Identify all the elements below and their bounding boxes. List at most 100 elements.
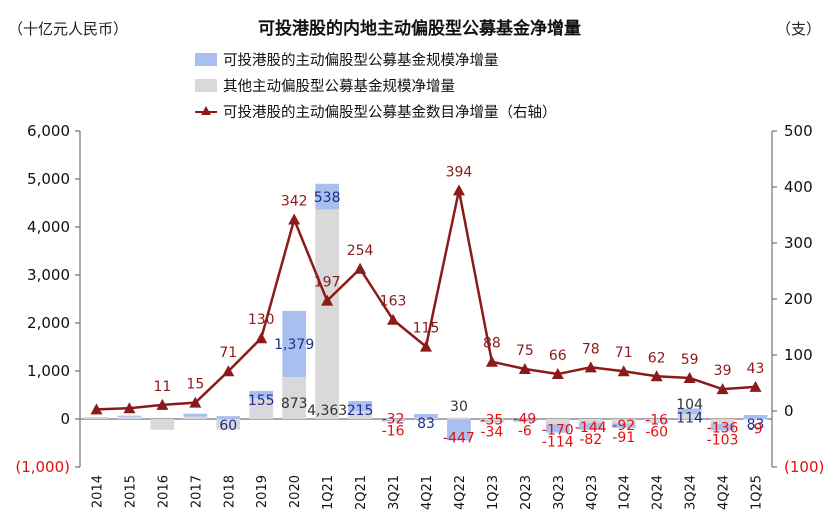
right-axis-tick-label: 100 [784, 346, 813, 364]
count-line-marker [387, 313, 400, 325]
right-axis-tick-label: 500 [784, 122, 813, 140]
count-line-label: 39 [714, 363, 732, 379]
bar-hk [677, 408, 702, 415]
count-line-label: 163 [380, 294, 407, 310]
bar-hk-label: -447 [443, 430, 475, 446]
legend-label: 其他主动偏股型公募基金规模净增量 [223, 78, 455, 95]
bar-hk [249, 390, 274, 399]
bar-other [381, 419, 405, 420]
count-line-marker [551, 368, 564, 380]
bar-hk-label: -16 [645, 413, 668, 429]
bar-other [710, 419, 735, 424]
bar-other-label: -34 [480, 424, 503, 440]
bar-other [611, 419, 636, 424]
count-line-marker [123, 402, 136, 414]
count-line-marker [485, 355, 498, 367]
bar-hk-label: -144 [575, 420, 607, 436]
count-line-marker [716, 383, 729, 395]
count-line-label: 254 [347, 243, 374, 259]
x-axis-tick-label: 2Q23 [519, 475, 534, 510]
x-axis-tick-label: 1Q24 [618, 475, 633, 510]
count-line-marker [90, 403, 103, 415]
bar-hk [315, 183, 340, 210]
x-axis-tick-label: 2018 [222, 475, 237, 508]
bar-hk [545, 424, 570, 433]
bar-hk-label: -32 [382, 411, 405, 427]
bar-hk-label: 1,379 [274, 337, 314, 353]
bar-hk [84, 417, 109, 419]
x-axis-tick-label: 4Q24 [717, 475, 732, 510]
legend-label: 可投港股的主动偏股型公募基金数目净增量（右轴） [223, 104, 557, 121]
bar-hk-label: -170 [542, 423, 574, 439]
legend-item-count-line: 可投港股的主动偏股型公募基金数目净增量（右轴） [195, 98, 557, 124]
count-line-label: 15 [186, 377, 204, 393]
legend-swatch-line-triangle [195, 105, 217, 118]
x-axis-tick-label: 2Q21 [354, 475, 369, 510]
bar-hk [480, 420, 504, 423]
count-line-label: 130 [248, 312, 275, 328]
count-line-label: 394 [446, 164, 473, 180]
bar-other [677, 414, 702, 419]
x-axis-tick-label: 4Q23 [585, 475, 600, 510]
bar-other [447, 417, 471, 419]
right-axis-tick-label: 400 [784, 178, 813, 196]
bar-hk [611, 423, 636, 428]
chart-title: 可投港股的内地主动偏股型公募基金净增量 [258, 19, 581, 39]
x-axis-tick-label: 3Q21 [387, 475, 402, 510]
bar-hk [447, 419, 471, 441]
bar-hk [282, 310, 307, 378]
x-axis-tick-label: 2014 [90, 475, 105, 508]
bar-hk [644, 421, 669, 423]
left-axis-tick-label: 6,000 [27, 122, 70, 140]
bar-hk-label: -35 [480, 412, 503, 428]
bar-hk [117, 415, 142, 417]
count-line-marker [189, 396, 202, 408]
bar-hk-label: -136 [707, 420, 739, 436]
left-axis-tick-label: 5,000 [27, 170, 70, 188]
bar-hk [578, 422, 603, 430]
bar-hk [381, 419, 405, 422]
count-line-label: 78 [582, 341, 600, 357]
x-axis-tick-label: 2Q24 [651, 475, 666, 510]
bar-other-label: -16 [382, 423, 405, 439]
bar-hk-label: 83 [747, 417, 765, 433]
right-axis-tick-label: 300 [784, 234, 813, 252]
bar-other [348, 411, 372, 419]
count-line-label: 11 [153, 379, 171, 395]
count-line-label: 75 [516, 343, 534, 359]
count-line-label: 59 [681, 352, 699, 368]
count-line-marker [452, 184, 465, 196]
bar-other-label: 30 [450, 399, 468, 415]
bar-other-label: 104 [676, 397, 703, 413]
x-axis-tick-label: 3Q24 [684, 475, 699, 510]
bar-other [414, 418, 438, 419]
count-line-marker [584, 361, 597, 373]
count-line-label: 342 [281, 193, 308, 209]
legend-item-hk-bar: 可投港股的主动偏股型公募基金规模净增量 [195, 46, 557, 72]
bar-hk-label: 215 [347, 403, 374, 419]
right-axis-tick-label: (100) [784, 458, 824, 476]
count-line-label: 66 [549, 348, 567, 364]
right-axis-tick-label: 0 [784, 402, 794, 420]
left-axis-tick-label: 3,000 [27, 266, 70, 284]
x-axis-tick-label: 4Q21 [420, 475, 435, 510]
x-axis-tick-label: 2020 [288, 475, 303, 508]
right-axis-unit: （支） [775, 20, 821, 38]
left-axis-tick-label: 4,000 [27, 218, 70, 236]
bar-hk [183, 413, 208, 417]
bar-other [578, 419, 603, 423]
count-line-marker [683, 371, 696, 383]
bar-other-label: -114 [542, 435, 574, 451]
x-axis-tick-label: 3Q23 [552, 475, 567, 510]
left-axis-tick-label: 1,000 [27, 362, 70, 380]
bar-other [282, 377, 307, 419]
count-line-label: 71 [219, 345, 237, 361]
count-line-label: 88 [483, 336, 501, 352]
count-line-marker [255, 332, 268, 344]
bar-other [545, 419, 570, 425]
bar-hk [414, 414, 438, 419]
bar-other [150, 419, 175, 430]
chart-legend: 可投港股的主动偏股型公募基金规模净增量 其他主动偏股型公募基金规模净增量 可投港… [195, 46, 557, 124]
count-line-marker [650, 370, 663, 382]
